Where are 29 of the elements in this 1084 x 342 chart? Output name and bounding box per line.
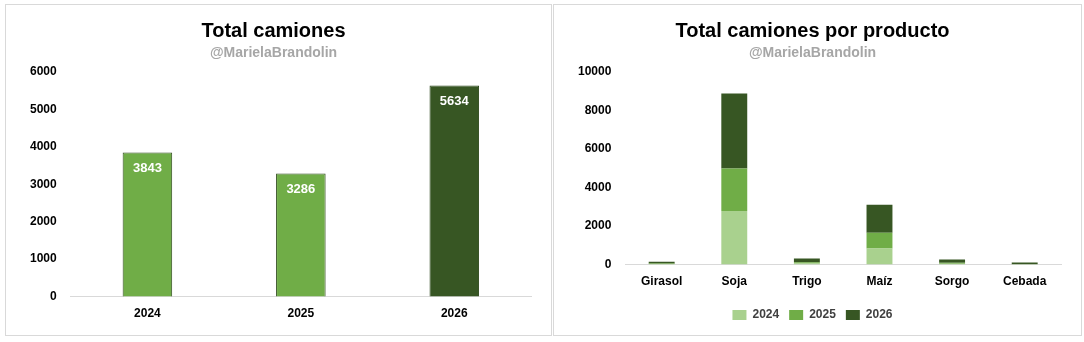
x-tick-label: Maíz (866, 274, 893, 289)
x-tick-label: Soja (721, 274, 748, 289)
chart-subtitle: @MarielaBrandolin (748, 44, 877, 61)
chart-title: Total camiones (201, 18, 346, 41)
x-tick-label: Girasol (640, 274, 683, 289)
x-tick-label: Sorgo (934, 274, 970, 289)
y-tick-label: 4000 (584, 179, 612, 194)
data-label: 5634 (439, 92, 470, 108)
x-tick-label: Trigo (792, 274, 822, 289)
chart-subtitle: @MarielaBrandolin (209, 44, 338, 61)
y-tick-label: 0 (604, 256, 612, 271)
chart-title: Total camiones por producto (675, 18, 950, 41)
y-tick-label: 3000 (29, 176, 58, 191)
y-tick-label: 4000 (29, 139, 58, 154)
x-tick-label: Cebada (1003, 274, 1047, 289)
y-tick-label: 0 (50, 288, 58, 303)
y-tick-label: 1000 (29, 251, 58, 266)
y-tick-label: 2000 (29, 213, 58, 228)
y-tick-label: 8000 (584, 102, 612, 117)
data-label: 3843 (132, 159, 162, 175)
data-label: 3286 (286, 180, 316, 196)
x-tick-label: 2026 (440, 306, 468, 321)
y-tick-label: 5000 (29, 101, 58, 116)
y-tick-label: 10000 (577, 64, 612, 79)
y-tick-label: 6000 (29, 64, 58, 79)
y-tick-label: 6000 (584, 141, 612, 156)
x-tick-label: 2024 (134, 306, 162, 321)
x-tick-label: 2025 (287, 306, 315, 321)
y-tick-label: 2000 (584, 218, 612, 233)
